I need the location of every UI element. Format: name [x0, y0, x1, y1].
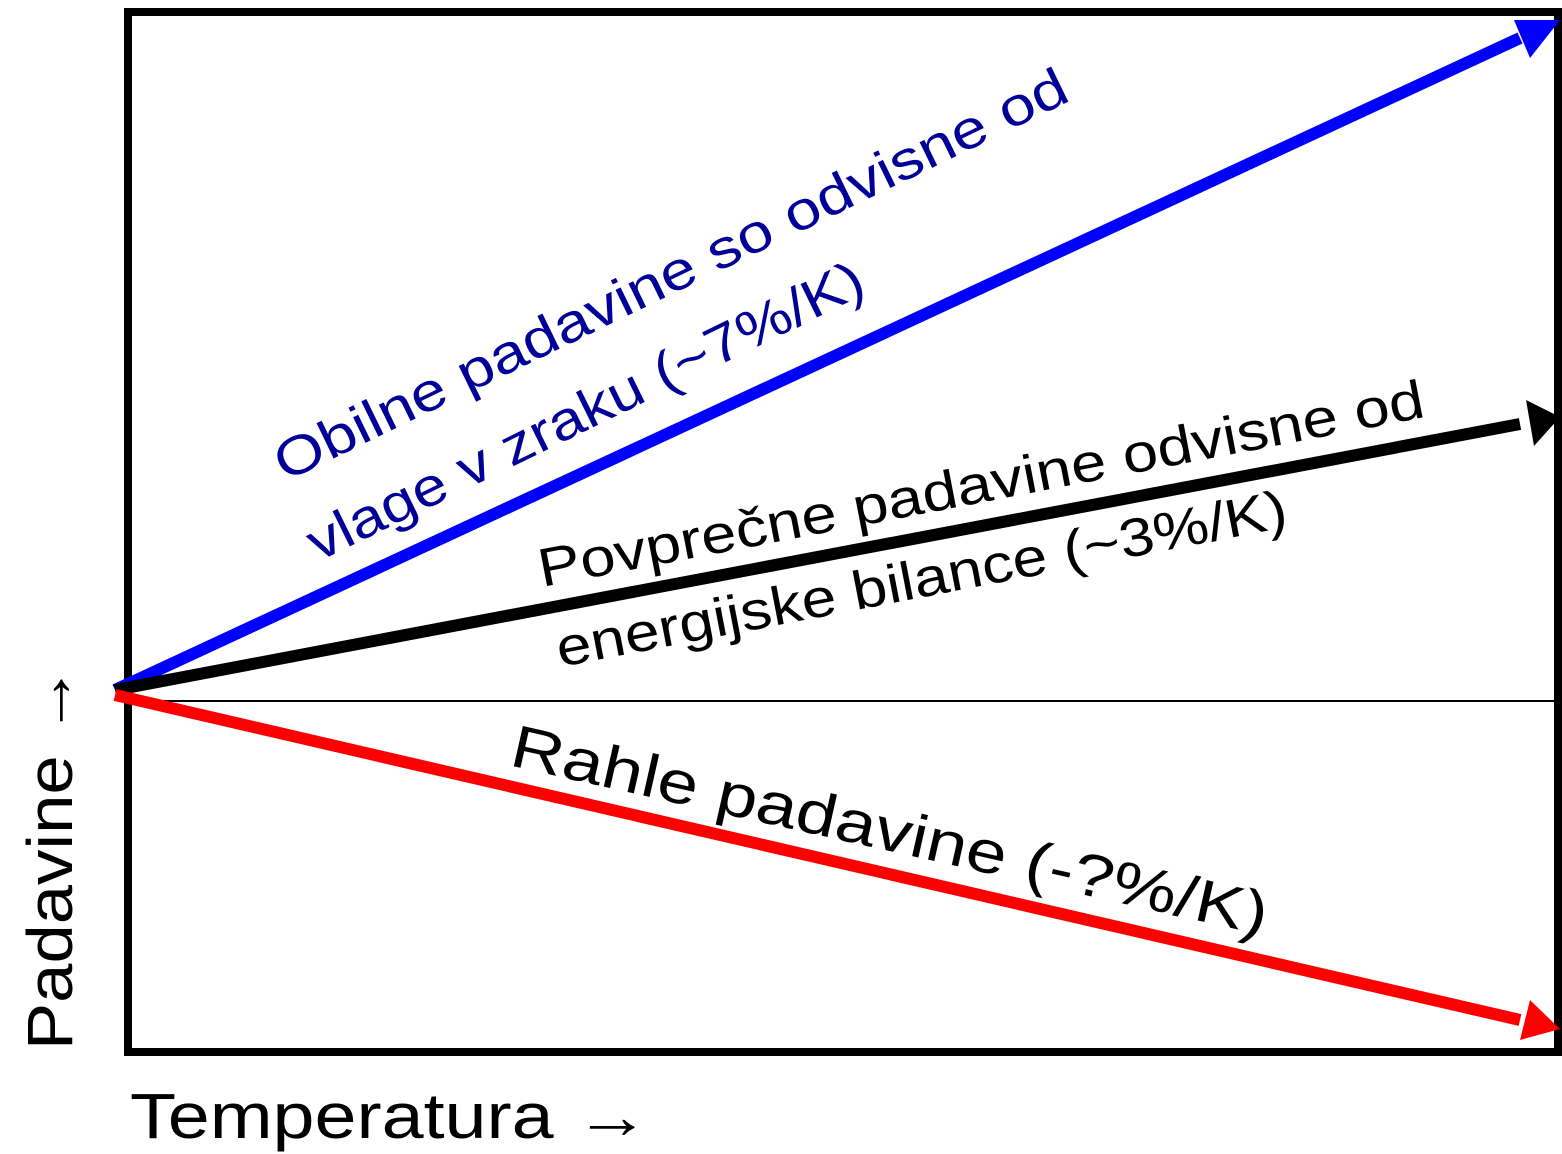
red-arrowhead: [1520, 1000, 1560, 1040]
blue-arrow: [112, 32, 1523, 696]
red-arrow: [113, 689, 1522, 1026]
y-axis-label: Padavine →: [14, 665, 86, 1050]
black-arrow: [113, 418, 1522, 696]
black-arrowhead: [1526, 400, 1560, 446]
frame: [124, 8, 1562, 1056]
blue-arrowhead: [1514, 20, 1560, 58]
x-axis-label: Temperatura →: [130, 1080, 650, 1152]
